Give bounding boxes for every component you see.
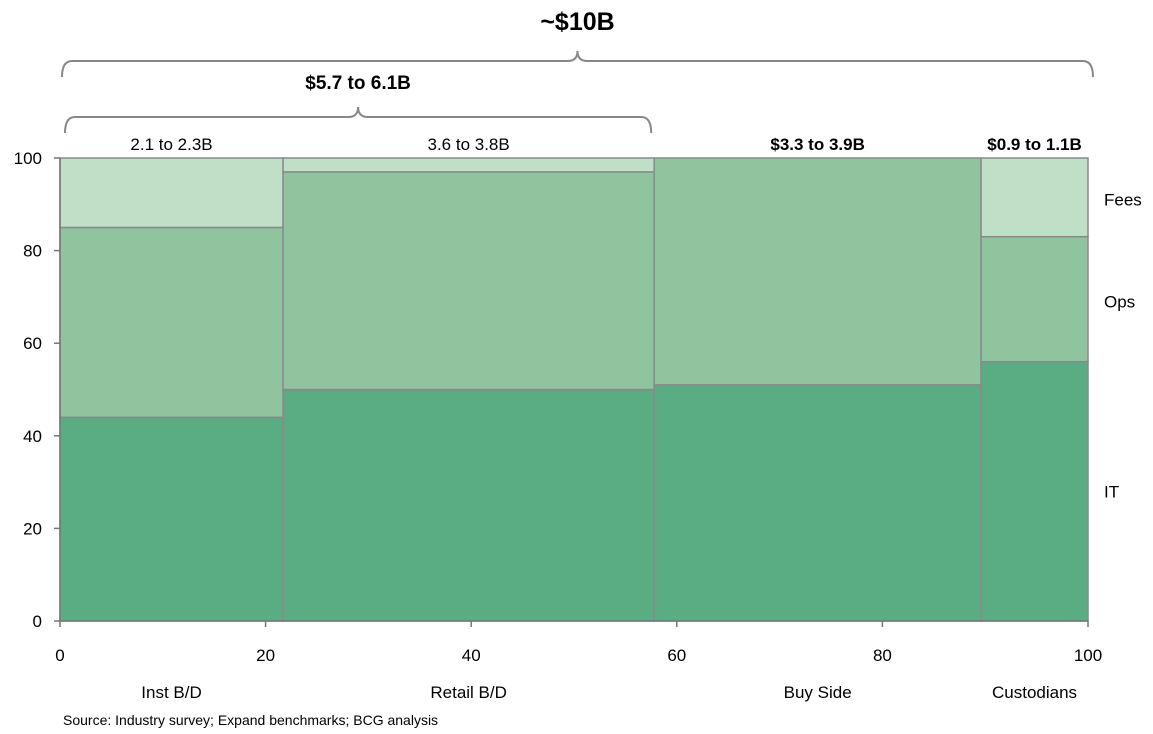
x-tick-label-0: 0 bbox=[55, 646, 64, 665]
segment-fees-1 bbox=[282, 157, 655, 173]
column-total-1: 3.6 to 3.8B bbox=[428, 135, 510, 154]
y-tick-label-0: 0 bbox=[33, 612, 42, 631]
segment-it-2 bbox=[653, 384, 982, 622]
source-note: Source: Industry survey; Expand benchmar… bbox=[63, 712, 439, 728]
bracket-0 bbox=[61, 50, 1094, 78]
segment-fees-3 bbox=[980, 157, 1089, 238]
column-total-2: $3.3 to 3.9B bbox=[770, 135, 865, 154]
segment-it-1 bbox=[282, 388, 655, 622]
y-tick-label-1: 20 bbox=[23, 519, 42, 538]
column-total-0: 2.1 to 2.3B bbox=[130, 135, 212, 154]
x-tick-label-5: 100 bbox=[1074, 646, 1102, 665]
segment-label-fees: Fees bbox=[1104, 191, 1142, 210]
segment-ops-3 bbox=[980, 235, 1089, 363]
column-name-3: Custodians bbox=[992, 683, 1077, 702]
y-tick-label-3: 60 bbox=[23, 334, 42, 353]
segment-ops-1 bbox=[282, 171, 655, 391]
column-name-0: Inst B/D bbox=[141, 683, 201, 702]
segment-ops-0 bbox=[59, 226, 284, 419]
segment-fees-0 bbox=[59, 157, 284, 229]
x-tick-label-4: 80 bbox=[873, 646, 892, 665]
segment-ops-2 bbox=[653, 157, 982, 386]
segment-label-it: IT bbox=[1104, 482, 1119, 501]
bracket-1 bbox=[64, 106, 653, 134]
segment-label-ops: Ops bbox=[1104, 293, 1135, 312]
x-tick-label-1: 20 bbox=[256, 646, 275, 665]
y-tick-label-2: 40 bbox=[23, 427, 42, 446]
x-tick-label-2: 40 bbox=[462, 646, 481, 665]
column-name-2: Buy Side bbox=[784, 683, 852, 702]
segment-it-3 bbox=[980, 360, 1089, 622]
segment-it-0 bbox=[59, 416, 284, 622]
y-tick-label-5: 100 bbox=[14, 149, 42, 168]
column-total-3: $0.9 to 1.1B bbox=[987, 135, 1082, 154]
y-tick-label-4: 80 bbox=[23, 242, 42, 261]
column-name-1: Retail B/D bbox=[430, 683, 507, 702]
bracket-label-0: ~$10B bbox=[540, 8, 614, 36]
bracket-label-1: $5.7 to 6.1B bbox=[305, 73, 411, 94]
x-tick-label-3: 60 bbox=[667, 646, 686, 665]
